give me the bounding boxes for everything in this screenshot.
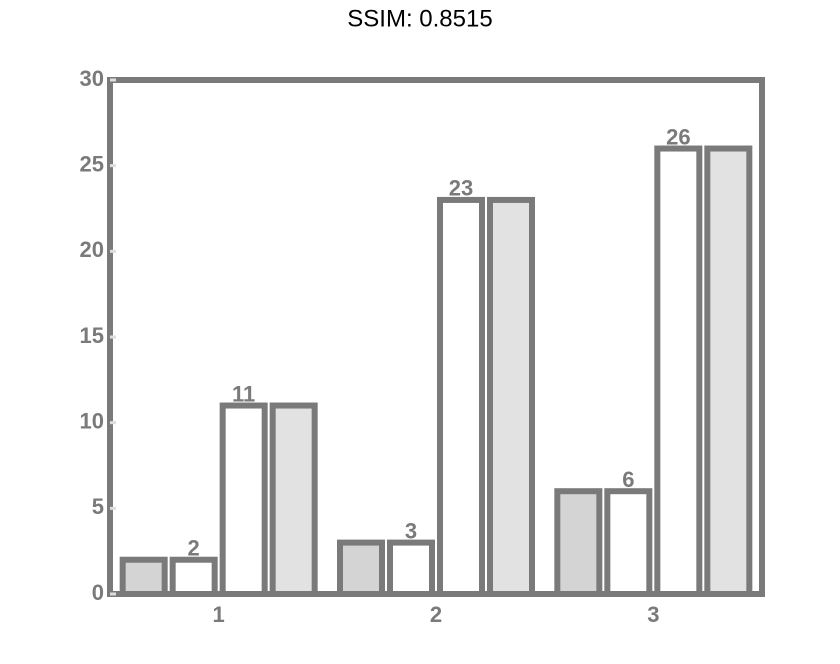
bar: [119, 556, 168, 598]
y-tick-label: 20: [80, 237, 104, 262]
bar: [387, 539, 435, 597]
bar: [704, 145, 753, 598]
x-tick-label: 1: [213, 602, 225, 627]
data-label: 23: [449, 176, 473, 201]
data-label: 26: [666, 124, 690, 149]
y-tick-label: 30: [80, 66, 104, 91]
bar: [554, 488, 603, 598]
bar: [654, 145, 703, 598]
data-label: 3: [405, 518, 417, 543]
y-tick-label: 0: [92, 580, 104, 605]
y-tick-label: 10: [80, 408, 104, 433]
bar: [604, 488, 653, 598]
bar: [337, 539, 385, 597]
bar: [487, 196, 535, 598]
chart-title: SSIM: 0.8515: [347, 5, 492, 32]
y-tick-label: 15: [80, 323, 104, 348]
y-tick-label: 25: [80, 151, 104, 176]
bar: [437, 196, 485, 598]
data-label: 11: [232, 381, 255, 406]
y-tick-label: 5: [92, 494, 104, 519]
bar: [169, 556, 218, 598]
data-label: 6: [622, 467, 634, 492]
data-label: 2: [188, 536, 200, 561]
bar: [269, 402, 318, 597]
x-tick-label: 3: [647, 602, 659, 627]
bar: [219, 402, 268, 597]
x-tick-label: 2: [430, 602, 442, 627]
